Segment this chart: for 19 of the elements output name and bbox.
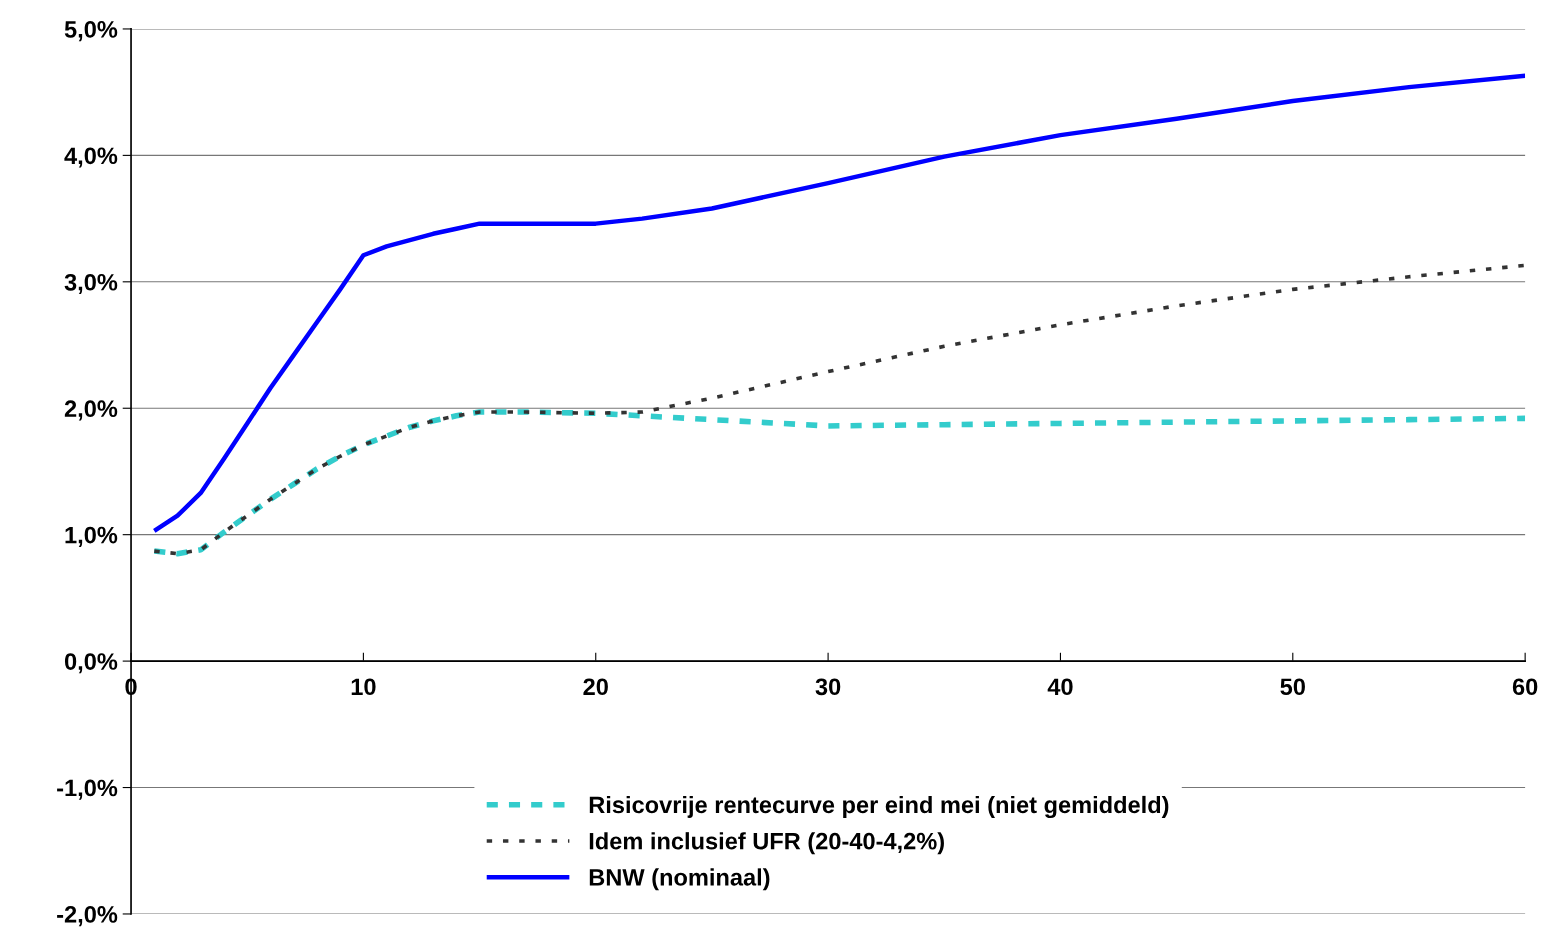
- legend-label: BNW (nominaal): [589, 868, 770, 891]
- x-tick-label: 30: [815, 678, 841, 696]
- x-tick-label: 40: [1047, 678, 1073, 696]
- legend-label: Risicovrije rentecurve per eind mei (niet gemiddeld): [589, 795, 1169, 818]
- y-tick-label: 5,0%: [64, 21, 118, 42]
- x-tick-label: 10: [351, 678, 376, 696]
- y-tick-label: 3,0%: [64, 273, 118, 295]
- line-series: [152, 73, 1526, 534]
- y-tick-label: 4,0%: [64, 147, 118, 168]
- y-tick-label: -2,0%: [57, 906, 118, 927]
- y-tick-label: 1,0%: [65, 526, 118, 547]
- y-tick-label: -1,0%: [57, 779, 118, 800]
- line-series: [152, 263, 1526, 556]
- x-tick-label: 20: [583, 678, 608, 696]
- x-tick-label: 50: [1280, 678, 1305, 696]
- legend-label: Idem inclusief UFR (20-40-4,2%): [589, 832, 944, 855]
- y-tick-label: 0,0%: [64, 653, 118, 674]
- x-tick-label: 60: [1512, 678, 1538, 696]
- y-tick-label: 2,0%: [64, 400, 118, 421]
